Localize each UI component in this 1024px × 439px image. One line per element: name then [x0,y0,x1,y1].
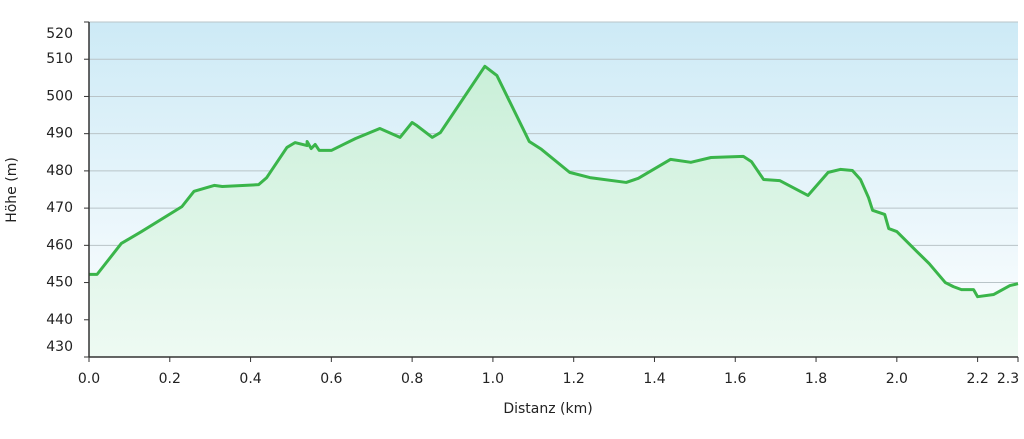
y-tick-label: 510 [46,51,73,67]
x-tick-label: 1.6 [724,371,746,387]
y-tick-label: 490 [46,126,73,142]
elevation-line [89,64,1019,299]
x-tick-label: 0.8 [401,371,423,387]
area-fill [89,66,1018,358]
x-tick-label: 2.2 [966,371,988,387]
y-tick-label: 460 [46,237,73,253]
y-tick-label: 440 [46,312,73,328]
x-tick-label: 1.0 [482,371,504,387]
x-tick-label: 0.6 [320,371,342,387]
x-tick-label: 2.0 [886,371,908,387]
x-tick-label: 0.2 [159,371,181,387]
x-tick-label: 1.8 [805,371,827,387]
x-tick-label: 1.4 [643,371,665,387]
y-tick-label: 500 [46,88,73,104]
x-axis-label: Distanz (km) [503,401,592,417]
x-tick-label: 0.4 [239,371,261,387]
x-tick-label: 1.2 [563,371,585,387]
x-tick-label: 0.0 [78,371,100,387]
y-tick-label: 430 [46,339,73,355]
x-tick-label: 2.3 [997,371,1019,387]
y-tick-label: 520 [46,26,73,42]
y-axis-label: Höhe (m) [4,157,20,223]
y-tick-label: 480 [46,163,73,179]
y-tick-label: 450 [46,275,73,291]
y-tick-label: 470 [46,200,73,216]
